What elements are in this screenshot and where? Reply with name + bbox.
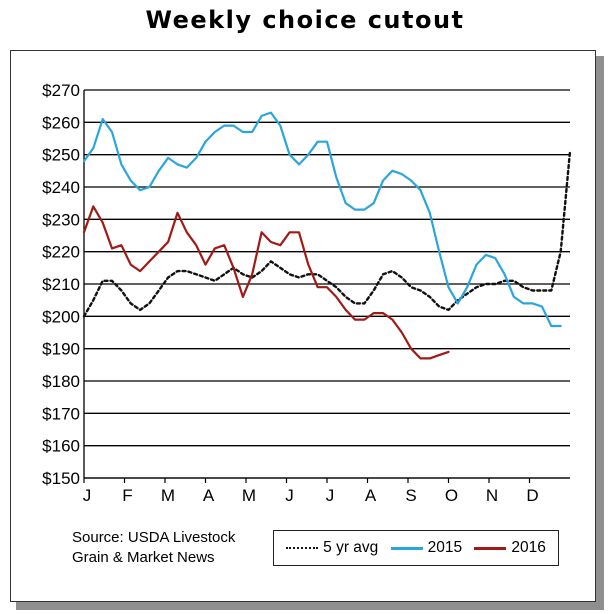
x-tick-label: M xyxy=(161,486,175,505)
x-tick-label: A xyxy=(365,486,377,505)
legend-label-2016: 2016 xyxy=(511,539,546,556)
y-tick-label: $190 xyxy=(42,340,80,359)
legend-item-2015: 2015 xyxy=(390,539,463,557)
source-line-1: Source: USDA Livestock xyxy=(72,529,236,546)
legend-label-2015: 2015 xyxy=(427,539,463,556)
chart-frame xyxy=(10,50,596,602)
legend-item-5yr: 5 yr avg xyxy=(286,539,378,557)
x-tick-label: S xyxy=(405,486,416,505)
series-line-2015 xyxy=(82,111,562,328)
y-tick-label: $150 xyxy=(42,469,80,488)
y-tick-label: $160 xyxy=(42,437,80,456)
source-line-2: Grain & Market News xyxy=(72,549,215,566)
series-line-5-yr-avg xyxy=(82,150,572,318)
source-note: Source: USDA Livestock Grain & Market Ne… xyxy=(72,528,235,568)
y-tick-label: $260 xyxy=(42,113,80,132)
x-tick-label: M xyxy=(242,486,256,505)
y-axis-ticks: $270 $260 $250 $240 $230 $220 $210 $200 $190 $180… xyxy=(42,81,80,488)
y-tick-label: $210 xyxy=(42,275,80,294)
x-tick-label: J xyxy=(83,486,92,505)
x-tick-label: J xyxy=(326,486,335,505)
x-tick-label: F xyxy=(122,486,132,505)
legend-swatch-2015 xyxy=(390,546,423,550)
x-tick-label: N xyxy=(486,486,498,505)
legend-item-2016: 2016 xyxy=(474,539,546,557)
series-lines xyxy=(82,111,572,360)
y-tick-label: $180 xyxy=(42,372,80,391)
legend-swatch-2016 xyxy=(474,546,507,550)
legend-label-5yr: 5 yr avg xyxy=(323,539,379,556)
x-tick-label: A xyxy=(203,486,215,505)
x-tick-label: J xyxy=(285,486,294,505)
chart-title: Weekly choice cutout xyxy=(145,6,465,34)
y-tick-label: $250 xyxy=(42,146,80,165)
y-tick-label: $170 xyxy=(42,404,80,423)
y-tick-label: $220 xyxy=(42,243,80,262)
y-tick-label: $230 xyxy=(42,210,80,229)
grid-lines xyxy=(83,89,570,479)
y-tick-label: $270 xyxy=(42,81,80,100)
legend-swatch-5yr xyxy=(286,547,319,549)
chart-legend: 5 yr avg 2015 2016 xyxy=(273,530,559,566)
x-tick-label: D xyxy=(526,486,538,505)
series-line-2016 xyxy=(82,205,450,360)
y-tick-label: $240 xyxy=(42,178,80,197)
x-tick-label: O xyxy=(445,486,458,505)
y-tick-label: $200 xyxy=(42,307,80,326)
